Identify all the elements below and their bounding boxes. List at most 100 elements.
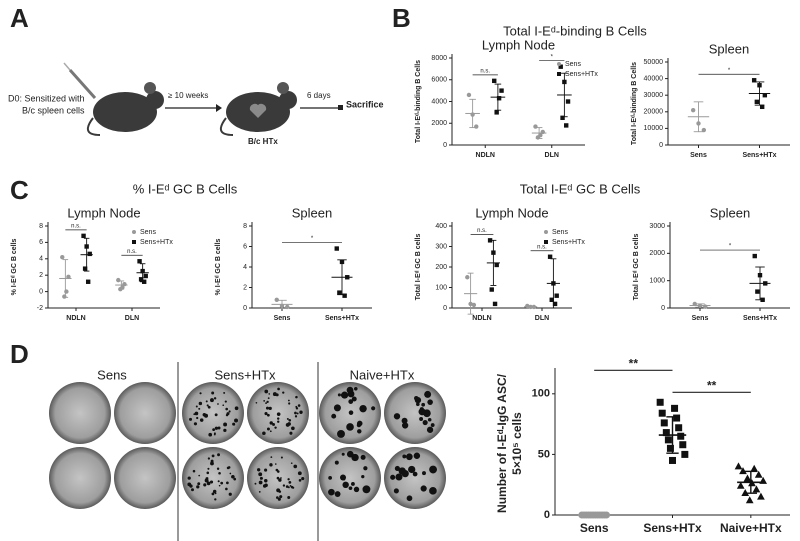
elispot-spot [280, 477, 282, 479]
elispot-spot [266, 400, 269, 404]
elispot-spot [276, 488, 281, 493]
data-point [666, 444, 674, 452]
elispot-spot [211, 454, 215, 458]
data-point [334, 246, 339, 251]
elispot-spot [401, 417, 408, 424]
panel-letter: A [10, 3, 29, 33]
data-point [560, 115, 565, 121]
elispot-spot [427, 417, 432, 422]
data-point [549, 297, 554, 302]
data-point [565, 99, 571, 104]
elispot-spot [207, 405, 211, 409]
elispot-spot [429, 487, 437, 495]
elispot-spot [341, 452, 345, 456]
data-point [82, 266, 88, 271]
comparison-label: * [551, 54, 554, 60]
elispot-spot [340, 393, 345, 397]
elispot-spot [288, 402, 291, 405]
elispot-spot [196, 416, 199, 420]
y-tick-label: 0 [39, 288, 43, 295]
x-tick-label: Sens [274, 315, 291, 322]
elispot-spot [362, 485, 371, 494]
elispot-well [114, 382, 176, 444]
elispot-spot [277, 470, 280, 473]
elispot-spot [294, 415, 298, 418]
data-point [557, 72, 561, 76]
elispot-spot [212, 428, 216, 432]
elispot-spot [277, 420, 280, 423]
data-point [60, 254, 65, 260]
y-tick-label: 400 [435, 223, 447, 230]
elispot-spot [361, 475, 365, 479]
comparison-label: * [311, 236, 314, 242]
elispot-spot [233, 477, 237, 481]
elispot-spot [223, 422, 228, 427]
y-axis-label: Total I-Eᵈ-binding B Cells [631, 62, 638, 145]
elispot-spot [351, 453, 359, 462]
elispot-spot [206, 471, 210, 475]
x-tick-label: DLN [125, 315, 139, 322]
elispot-spot [393, 488, 399, 494]
comparison-label: n.s. [127, 249, 137, 255]
y-axis-label: Total I-Eᵈ GC B cells [415, 234, 422, 301]
data-point [681, 450, 689, 458]
legend-label: Sens [140, 229, 156, 236]
elispot-spot [193, 422, 198, 426]
elispot-spot [337, 429, 345, 438]
data-point [690, 107, 696, 113]
data-point [739, 467, 747, 475]
elispot-spot [274, 463, 277, 465]
elispot-spot [287, 496, 291, 500]
elispot-spot [262, 484, 267, 488]
elispot-spot [277, 497, 281, 501]
y-tick-label: 8 [39, 223, 43, 230]
data-point [736, 481, 745, 489]
elispot-spot [214, 492, 217, 495]
elispot-spot [430, 423, 435, 427]
elispot-spot [413, 452, 421, 460]
syringe-needle [63, 62, 71, 71]
mouse-head [279, 91, 297, 109]
elispot-spot [204, 478, 209, 483]
data-point [671, 404, 679, 412]
elispot-spot [269, 463, 273, 467]
data-point [64, 289, 69, 294]
data-point [754, 470, 763, 478]
elispot-spot [232, 475, 235, 478]
chart-subtitle: Lymph Node [67, 205, 140, 220]
elispot-spot [406, 495, 413, 502]
elispot-spot [223, 391, 226, 394]
schematic-text: B/c spleen cells [22, 105, 85, 115]
comparison-label: n.s. [480, 68, 490, 74]
elispot-spot [264, 468, 268, 472]
comparison-label: ** [707, 378, 717, 392]
schematic-text: B/c HTx [248, 137, 278, 146]
elispot-spot [334, 460, 339, 465]
elispot-spot [205, 400, 208, 403]
elispot-spot [211, 391, 215, 395]
arrow-head [216, 104, 222, 112]
x-tick-label: NDLN [476, 152, 495, 159]
x-tick-label: Sens [690, 152, 707, 159]
elispot-spot [191, 488, 194, 492]
x-tick-label: DLN [535, 315, 549, 322]
elispot-spot [208, 432, 213, 437]
elispot-spot [194, 411, 199, 416]
elispot-spot [255, 401, 258, 404]
y-tick-label: 0 [661, 305, 665, 312]
elispot-spot [212, 489, 217, 494]
elispot-spot [207, 467, 210, 470]
y-tick-label: 0 [443, 142, 447, 149]
elispot-spot [402, 454, 407, 459]
data-point [62, 294, 67, 299]
elispot-spot [390, 474, 396, 480]
elispot-spot [416, 402, 420, 407]
elispot-spot [258, 490, 261, 493]
elispot-spot [289, 485, 292, 487]
elispot-spot [210, 459, 214, 463]
data-point [664, 436, 672, 444]
heart [249, 103, 267, 118]
panel-letter: D [10, 339, 29, 369]
x-tick-label: Sens+HTx [325, 315, 359, 322]
